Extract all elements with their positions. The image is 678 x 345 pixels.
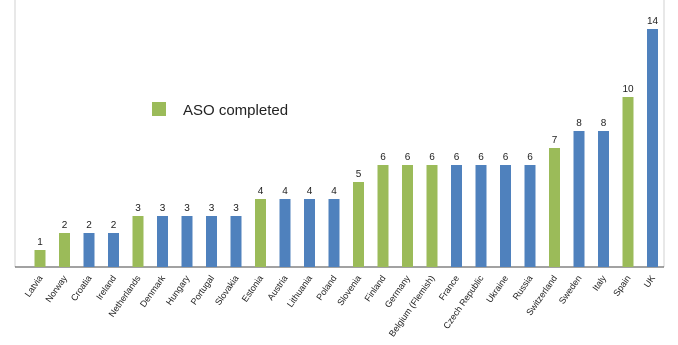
value-label-belgium-flemish: 6 xyxy=(429,152,435,163)
value-labels-group: 1 2 2 2 3 3 3 3 3 4 4 4 4 5 6 6 6 6 6 6 6 7 8 8 10 14 xyxy=(37,16,658,248)
bar-estonia xyxy=(255,199,266,267)
value-label-slovakia: 3 xyxy=(233,203,239,214)
bar-denmark xyxy=(157,216,168,267)
bar-ukraine xyxy=(500,165,511,267)
value-label-ukraine: 6 xyxy=(503,152,509,163)
value-label-finland: 6 xyxy=(380,152,386,163)
value-label-czech-republic: 6 xyxy=(478,152,484,163)
value-label-portugal: 3 xyxy=(209,203,215,214)
value-label-france: 6 xyxy=(454,152,460,163)
bar-russia xyxy=(524,165,536,267)
value-label-italy: 8 xyxy=(601,118,607,129)
bar-spain xyxy=(622,97,634,267)
bar-latvia xyxy=(34,250,46,267)
value-label-estonia: 4 xyxy=(258,186,264,197)
bars-group xyxy=(34,29,658,267)
value-label-uk: 14 xyxy=(647,16,659,27)
value-label-denmark: 3 xyxy=(160,203,166,214)
bar-hungary xyxy=(181,216,193,267)
bar-italy xyxy=(598,131,609,267)
bar-slovakia xyxy=(230,216,242,267)
value-label-slovenia: 5 xyxy=(356,169,362,180)
value-label-hungary: 3 xyxy=(184,203,190,214)
bar-croatia xyxy=(83,233,95,267)
value-label-norway: 2 xyxy=(62,220,68,231)
bar-norway xyxy=(59,233,70,267)
value-label-austria: 4 xyxy=(282,186,288,197)
bar-uk xyxy=(647,29,658,267)
value-label-netherlands: 3 xyxy=(135,203,141,214)
bar-austria xyxy=(279,199,291,267)
bar-slovenia xyxy=(353,182,364,267)
value-label-switzerland: 7 xyxy=(552,135,558,146)
bar-netherlands xyxy=(132,216,144,267)
bar-ireland xyxy=(108,233,119,267)
value-label-lithuania: 4 xyxy=(307,186,313,197)
bar-france xyxy=(451,165,462,267)
bar-germany xyxy=(402,165,413,267)
bar-sweden xyxy=(573,131,585,267)
bar-poland xyxy=(328,199,340,267)
value-label-latvia: 1 xyxy=(37,237,43,248)
value-label-spain: 10 xyxy=(622,84,634,95)
value-label-sweden: 8 xyxy=(576,118,582,129)
value-label-russia: 6 xyxy=(527,152,533,163)
bar-finland xyxy=(377,165,389,267)
legend-label: ASO completed xyxy=(183,102,288,119)
value-label-germany: 6 xyxy=(405,152,411,163)
bar-switzerland xyxy=(549,148,560,267)
value-label-poland: 4 xyxy=(331,186,337,197)
value-label-ireland: 2 xyxy=(111,220,117,231)
legend: ASO completed xyxy=(152,102,288,119)
bar-lithuania xyxy=(304,199,315,267)
value-label-croatia: 2 xyxy=(86,220,92,231)
legend-swatch xyxy=(152,102,166,116)
bar-portugal xyxy=(206,216,217,267)
bar-czech-republic xyxy=(475,165,487,267)
bar-belgium-flemish xyxy=(426,165,438,267)
